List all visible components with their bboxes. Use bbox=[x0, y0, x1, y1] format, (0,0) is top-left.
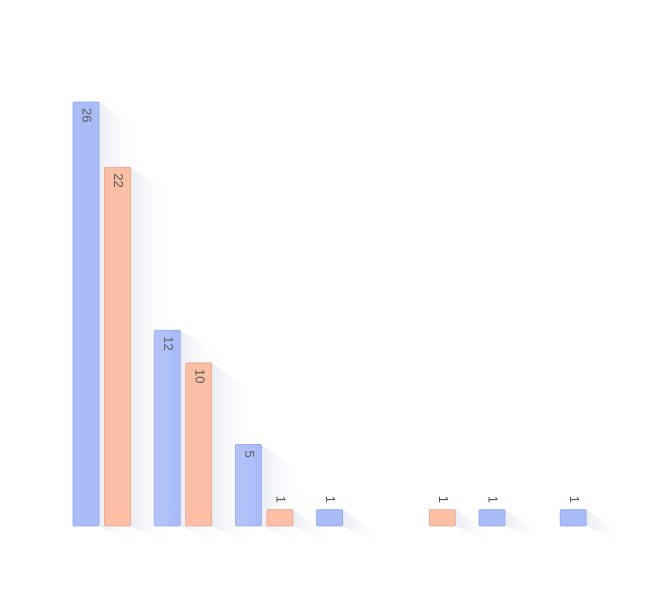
bar-shadow bbox=[505, 509, 550, 546]
data-label: 1 bbox=[436, 496, 451, 503]
bar-shadow bbox=[130, 167, 176, 546]
bar bbox=[104, 166, 131, 527]
bar bbox=[428, 509, 456, 527]
bar bbox=[559, 509, 587, 527]
data-label: 1 bbox=[273, 496, 288, 503]
bar-shadow bbox=[455, 509, 501, 546]
bar bbox=[72, 101, 100, 527]
data-label: 26 bbox=[80, 108, 95, 122]
bar bbox=[478, 509, 506, 527]
bar-shadow bbox=[292, 509, 338, 546]
bar-shadow bbox=[211, 362, 257, 546]
bar bbox=[266, 509, 294, 527]
bar-shadow bbox=[586, 509, 632, 546]
data-label: 1 bbox=[567, 496, 582, 503]
bar-shadow bbox=[342, 509, 388, 546]
data-label: 22 bbox=[111, 173, 126, 187]
data-label: 1 bbox=[486, 496, 501, 503]
bar bbox=[316, 509, 344, 527]
data-label: 1 bbox=[323, 496, 338, 503]
bar bbox=[185, 362, 213, 527]
data-label: 10 bbox=[192, 369, 207, 383]
